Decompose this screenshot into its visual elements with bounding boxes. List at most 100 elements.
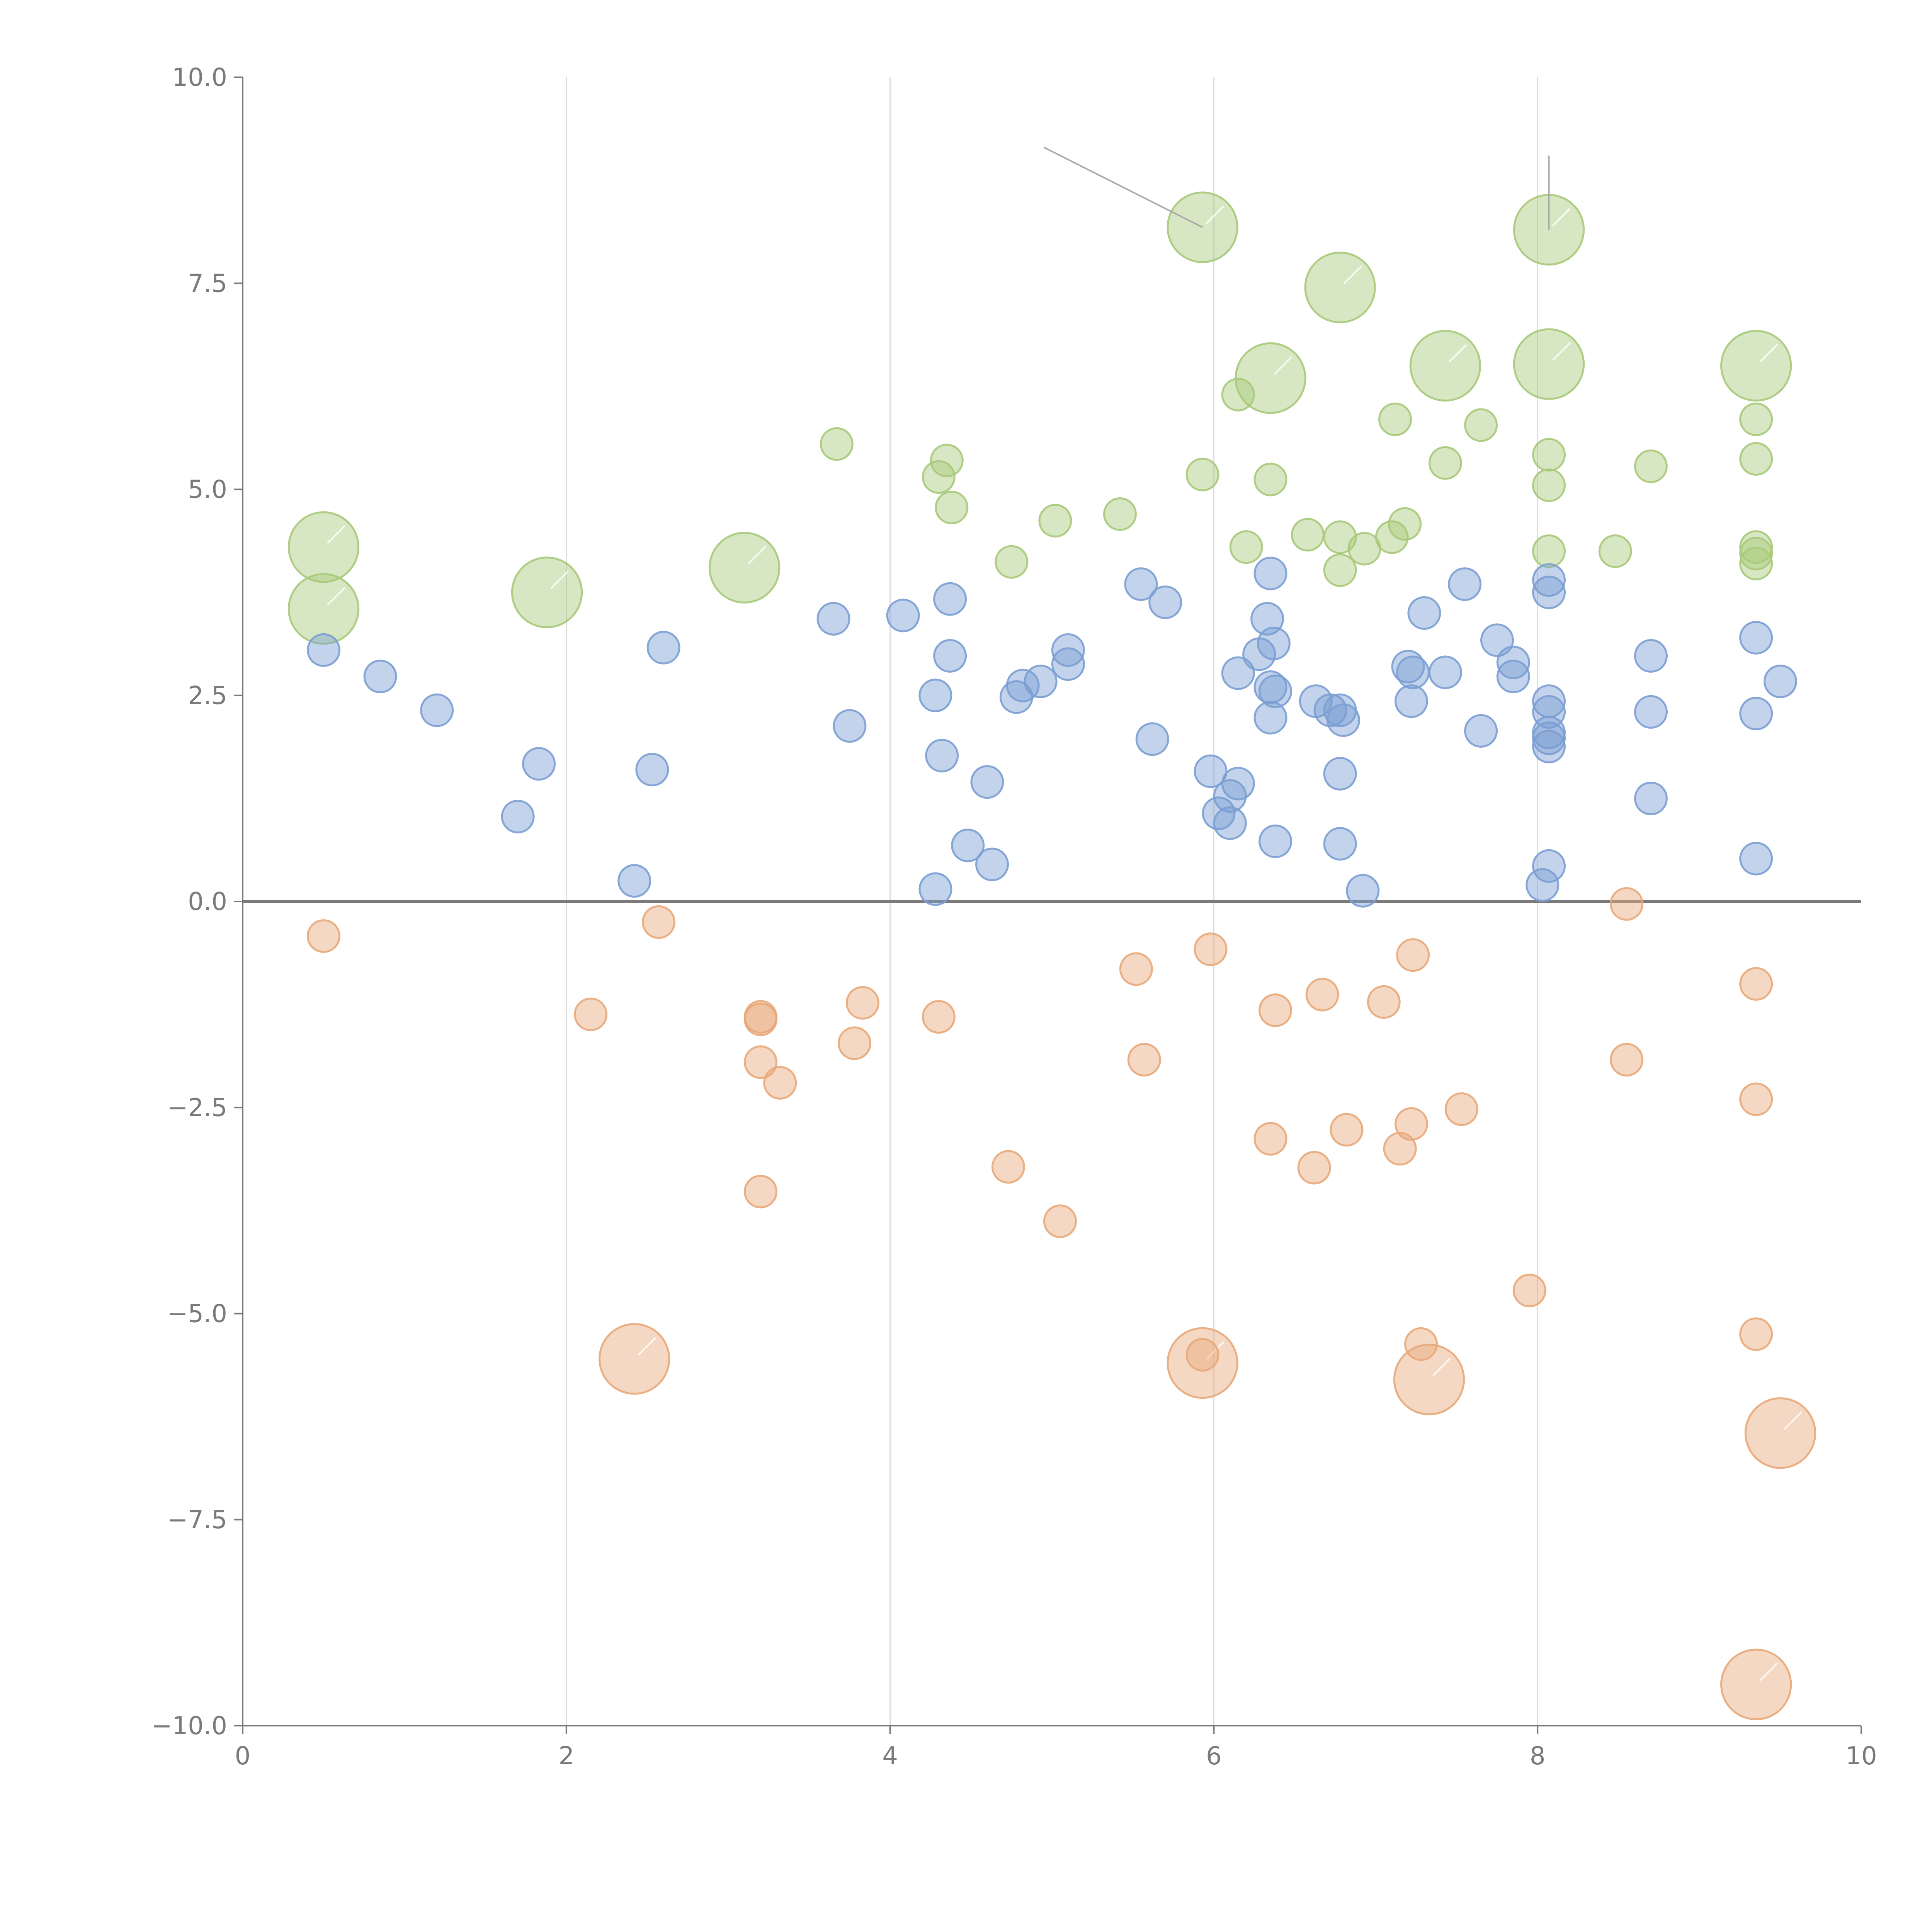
- green-bubble[interactable]: [1304, 252, 1376, 323]
- blue-bubble[interactable]: [635, 753, 669, 787]
- blue-bubble[interactable]: [1394, 684, 1428, 718]
- blue-bubble[interactable]: [1257, 626, 1291, 660]
- blue-bubble[interactable]: [1051, 647, 1085, 681]
- blue-bubble[interactable]: [1634, 781, 1668, 815]
- blue-bubble[interactable]: [886, 599, 920, 633]
- orange-bubble[interactable]: [922, 1000, 956, 1034]
- green-bubble[interactable]: [1409, 330, 1481, 402]
- blue-bubble[interactable]: [1407, 596, 1441, 630]
- green-bubble[interactable]: [287, 573, 360, 645]
- blue-bubble[interactable]: [1327, 703, 1361, 737]
- green-bubble[interactable]: [1532, 438, 1566, 472]
- orange-bubble[interactable]: [1720, 1648, 1792, 1721]
- blue-bubble[interactable]: [1024, 664, 1058, 698]
- green-bubble[interactable]: [930, 444, 964, 478]
- blue-bubble[interactable]: [918, 679, 952, 713]
- green-bubble[interactable]: [1253, 463, 1287, 497]
- blue-bubble[interactable]: [646, 631, 680, 665]
- blue-bubble[interactable]: [1124, 567, 1158, 601]
- blue-bubble[interactable]: [1253, 670, 1287, 704]
- blue-bubble[interactable]: [1323, 757, 1357, 791]
- green-bubble[interactable]: [1323, 553, 1357, 587]
- blue-bubble[interactable]: [933, 582, 967, 616]
- orange-bubble[interactable]: [1404, 1327, 1438, 1361]
- orange-bubble[interactable]: [306, 919, 340, 953]
- blue-bubble[interactable]: [1051, 633, 1085, 667]
- blue-bubble[interactable]: [1221, 767, 1255, 801]
- orange-bubble[interactable]: [1297, 1151, 1331, 1185]
- blue-bubble[interactable]: [306, 633, 340, 667]
- orange-bubble[interactable]: [1367, 985, 1401, 1019]
- green-bubble[interactable]: [1598, 534, 1632, 568]
- orange-bubble[interactable]: [1444, 1092, 1478, 1126]
- green-bubble[interactable]: [1428, 446, 1462, 480]
- blue-bubble[interactable]: [1259, 824, 1293, 858]
- orange-bubble[interactable]: [1194, 932, 1228, 966]
- orange-bubble[interactable]: [743, 1002, 777, 1036]
- green-bubble[interactable]: [1739, 537, 1773, 571]
- orange-bubble[interactable]: [845, 986, 879, 1020]
- blue-bubble[interactable]: [363, 660, 397, 694]
- orange-bubble[interactable]: [763, 1066, 797, 1100]
- blue-bubble[interactable]: [833, 709, 867, 743]
- green-bubble[interactable]: [995, 545, 1029, 579]
- blue-bubble[interactable]: [1448, 567, 1482, 601]
- blue-bubble[interactable]: [918, 872, 952, 906]
- orange-bubble[interactable]: [1739, 967, 1773, 1001]
- green-bubble[interactable]: [820, 427, 854, 461]
- blue-bubble[interactable]: [1346, 874, 1380, 908]
- blue-bubble[interactable]: [1739, 697, 1773, 731]
- green-bubble[interactable]: [1532, 534, 1566, 568]
- blue-bubble[interactable]: [1496, 660, 1530, 694]
- orange-bubble[interactable]: [1744, 1397, 1816, 1469]
- blue-bubble[interactable]: [1323, 827, 1357, 861]
- orange-bubble[interactable]: [1185, 1338, 1219, 1372]
- orange-bubble[interactable]: [1383, 1132, 1417, 1166]
- orange-bubble[interactable]: [1253, 1122, 1287, 1156]
- blue-bubble[interactable]: [1253, 556, 1287, 590]
- green-bubble[interactable]: [1739, 442, 1773, 476]
- orange-bubble[interactable]: [1043, 1204, 1077, 1238]
- green-bubble[interactable]: [1038, 504, 1072, 538]
- blue-bubble[interactable]: [975, 847, 1009, 881]
- green-bubble[interactable]: [1185, 457, 1219, 492]
- green-bubble[interactable]: [1513, 328, 1585, 400]
- green-bubble[interactable]: [1229, 530, 1263, 564]
- orange-bubble[interactable]: [743, 1045, 777, 1079]
- orange-bubble[interactable]: [1305, 978, 1339, 1012]
- orange-bubble[interactable]: [642, 905, 676, 939]
- blue-bubble[interactable]: [1391, 650, 1425, 684]
- orange-bubble[interactable]: [574, 997, 608, 1031]
- blue-bubble[interactable]: [951, 828, 985, 862]
- green-bubble[interactable]: [1291, 518, 1325, 552]
- orange-bubble[interactable]: [991, 1150, 1025, 1184]
- blue-bubble[interactable]: [1194, 754, 1228, 788]
- blue-bubble[interactable]: [1213, 806, 1247, 840]
- orange-bubble[interactable]: [1739, 1317, 1773, 1351]
- blue-bubble[interactable]: [1148, 585, 1182, 619]
- blue-bubble[interactable]: [999, 680, 1033, 714]
- orange-bubble[interactable]: [1259, 993, 1293, 1027]
- green-bubble[interactable]: [287, 511, 360, 583]
- blue-bubble[interactable]: [1135, 722, 1169, 756]
- blue-bubble[interactable]: [1221, 656, 1255, 690]
- blue-bubble[interactable]: [1634, 639, 1668, 673]
- green-bubble[interactable]: [511, 556, 583, 628]
- green-bubble[interactable]: [1378, 402, 1412, 436]
- blue-bubble[interactable]: [1739, 621, 1773, 655]
- blue-bubble[interactable]: [522, 747, 556, 781]
- orange-bubble[interactable]: [1512, 1274, 1546, 1308]
- green-bubble[interactable]: [1388, 507, 1422, 541]
- blue-bubble[interactable]: [617, 864, 651, 898]
- blue-bubble[interactable]: [1739, 842, 1773, 876]
- blue-bubble[interactable]: [970, 765, 1004, 799]
- blue-bubble[interactable]: [1259, 674, 1293, 708]
- blue-bubble[interactable]: [420, 693, 454, 727]
- green-bubble[interactable]: [1634, 449, 1668, 483]
- green-bubble[interactable]: [1375, 520, 1409, 554]
- green-bubble[interactable]: [708, 532, 781, 604]
- blue-bubble[interactable]: [501, 799, 535, 833]
- blue-bubble[interactable]: [1496, 645, 1530, 679]
- orange-bubble[interactable]: [743, 1175, 777, 1209]
- green-bubble[interactable]: [922, 460, 956, 494]
